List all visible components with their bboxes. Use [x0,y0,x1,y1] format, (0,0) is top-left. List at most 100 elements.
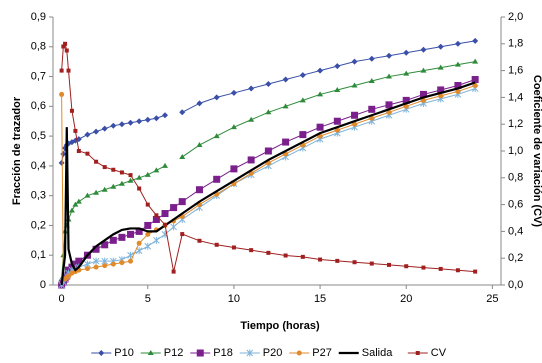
marker [119,170,124,175]
marker [386,73,392,79]
marker [438,266,443,271]
marker [75,198,82,204]
marker [335,258,340,263]
marker [368,55,375,62]
series-line [61,87,476,286]
marker [316,123,324,131]
marker [66,273,72,279]
marker [154,213,159,218]
y-axis-label: Fracción de trazador [11,96,23,205]
marker [127,177,134,183]
legend-item: CV [407,347,447,359]
marker [69,108,74,113]
marker [196,100,203,107]
marker [213,175,221,183]
marker [334,127,340,133]
marker [179,109,186,116]
marker [144,171,151,177]
legend-item: Salida [338,347,393,359]
marker [420,67,427,73]
marker [152,215,160,223]
marker [196,349,204,357]
y-tick-label: 0,7 [31,70,46,82]
y-tick-label: 0,9 [31,11,46,23]
marker [101,241,109,249]
marker [214,242,219,247]
marker [84,266,90,272]
marker [420,46,427,53]
marker [454,61,461,67]
legend-label: P20 [263,347,283,359]
marker [387,262,391,267]
x-tick-label: 25 [486,293,498,305]
marker [98,350,105,356]
marker [265,109,272,115]
marker [66,68,71,73]
marker [296,350,302,356]
y2-tick-label: 0,2 [508,252,523,264]
marker [58,159,65,166]
marker [179,153,186,159]
marker [402,96,410,104]
y2-tick-label: 1,0 [508,145,523,157]
marker [455,268,460,273]
marker [84,131,91,138]
y-tick-label: 0,2 [31,219,46,231]
marker [248,116,255,122]
marker [197,238,202,243]
x-tick-label: 5 [145,293,151,305]
marker [472,37,479,44]
legend-item: P27 [289,347,332,359]
series-line [61,61,476,280]
series-line [60,81,476,286]
marker [299,72,306,79]
marker [213,133,220,139]
marker [419,90,427,98]
marker [420,97,426,103]
marker [404,264,409,269]
marker [318,257,323,262]
marker [282,103,289,109]
marker [72,201,79,207]
marker [101,186,108,192]
marker [93,264,99,270]
marker [386,52,392,59]
marker [282,138,290,146]
legend-label: P12 [164,347,184,359]
marker [93,189,100,195]
marker [110,261,116,267]
marker [102,165,107,170]
marker [438,93,444,99]
x-tick-label: 0 [59,293,65,305]
marker [231,245,236,250]
marker [352,260,357,265]
marker [415,351,420,355]
marker [94,159,99,164]
marker [153,167,160,173]
marker [352,121,358,127]
marker [386,109,392,115]
marker [76,149,81,153]
marker [283,253,288,258]
marker [144,116,151,123]
y2-tick-label: 1,6 [508,65,523,77]
marker [196,142,203,148]
marker [127,230,135,238]
marker [266,250,271,255]
y2-tick-label: 1,8 [508,38,523,50]
y2-tick-label: 1,4 [508,91,523,103]
marker [63,41,68,46]
marker [247,156,255,164]
marker [92,245,100,253]
y2-tick-label: 0,4 [508,225,523,237]
x-tick-label: 15 [314,293,326,305]
marker [128,173,133,178]
marker [230,124,237,130]
marker [333,117,341,125]
marker [111,167,116,172]
marker [64,48,69,53]
marker [153,236,160,244]
marker [92,257,100,265]
marker [118,233,126,241]
marker [421,265,426,270]
